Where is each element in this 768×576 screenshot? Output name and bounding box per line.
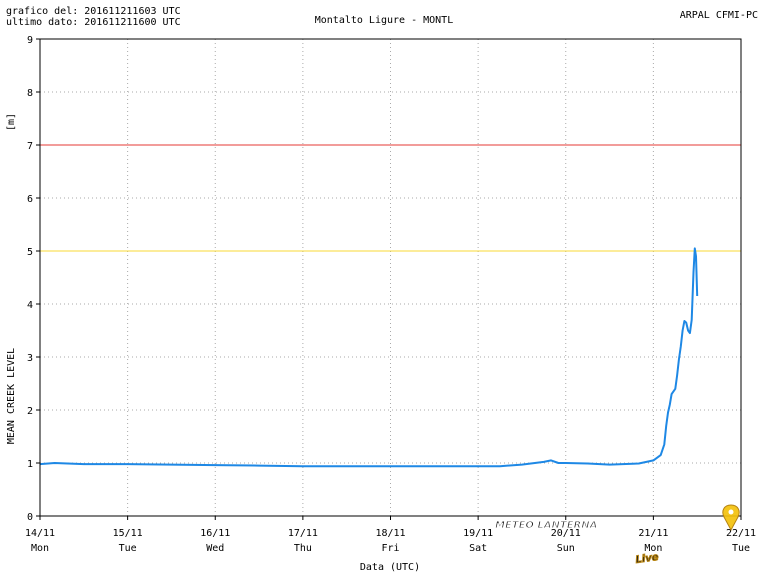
y-tick-label: 3	[27, 353, 33, 364]
meteo-lanterna-logo: METEO LANTERNA Live	[495, 504, 740, 566]
x-tick-date-label: 15/11	[113, 528, 143, 539]
x-tick-date-label: 14/11	[25, 528, 55, 539]
logo-text-live: Live	[635, 552, 660, 566]
location-pin-icon	[722, 504, 740, 532]
x-tick-day-label: Tue	[732, 543, 750, 554]
ultimo-dato-text: ultimo dato: 201611211600 UTC	[6, 17, 181, 28]
y-axis: 0 1 2 3 4 5 6 7 8 9	[27, 35, 40, 523]
x-tick-day-label: Thu	[294, 543, 312, 554]
y-tick-label: 4	[27, 300, 33, 311]
x-tick-date-label: 16/11	[200, 528, 230, 539]
threshold-lines	[40, 144, 741, 252]
x-tick-date-label: 17/11	[288, 528, 318, 539]
series-layer	[39, 247, 699, 468]
x-axis-label: Data (UTC)	[360, 562, 420, 573]
x-tick-date-label: 21/11	[638, 528, 668, 539]
grid-lines	[39, 38, 742, 517]
y-tick-label: 9	[27, 35, 33, 46]
grafico-del-text: grafico del: 201611211603 UTC	[6, 6, 181, 17]
x-tick-date-label: 22/11	[726, 528, 756, 539]
x-tick-day-label: Mon	[31, 543, 49, 554]
y-tick-label: 7	[27, 141, 33, 152]
plot-frame	[39, 38, 742, 517]
source-label: ARPAL CFMI-PC	[679, 10, 758, 21]
creek-level-series-line	[39, 247, 699, 468]
x-tick-day-label: Sat	[469, 543, 487, 554]
y-axis-unit: [m]	[6, 113, 17, 131]
chart-title: Montalto Ligure - MONTL	[314, 15, 454, 26]
x-axis: 14/11 Mon 15/11 Tue 16/11 Wed 17/11 Thu 18/11 Fri…	[25, 516, 756, 554]
x-tick-date-label: 19/11	[463, 528, 493, 539]
x-tick-day-label: Tue	[119, 543, 137, 554]
y-tick-label: 5	[27, 247, 33, 258]
x-tick-day-label: Mon	[644, 543, 662, 554]
y-tick-label: 0	[27, 512, 33, 523]
x-tick-day-label: Wed	[206, 543, 224, 554]
y-tick-label: 8	[27, 88, 33, 99]
x-tick-date-label: 20/11	[551, 528, 581, 539]
y-axis-label: MEAN CREEK LEVEL	[6, 348, 17, 444]
x-tick-day-label: Fri	[381, 543, 399, 554]
logo-text-main: METEO LANTERNA	[495, 520, 597, 531]
y-tick-label: 6	[27, 194, 33, 205]
x-tick-date-label: 18/11	[375, 528, 405, 539]
x-tick-day-label: Sun	[557, 543, 575, 554]
y-tick-label: 1	[27, 459, 33, 470]
chart-timestamps: grafico del: 201611211603 UTC ultimo dat…	[6, 6, 181, 28]
y-tick-label: 2	[27, 406, 33, 417]
